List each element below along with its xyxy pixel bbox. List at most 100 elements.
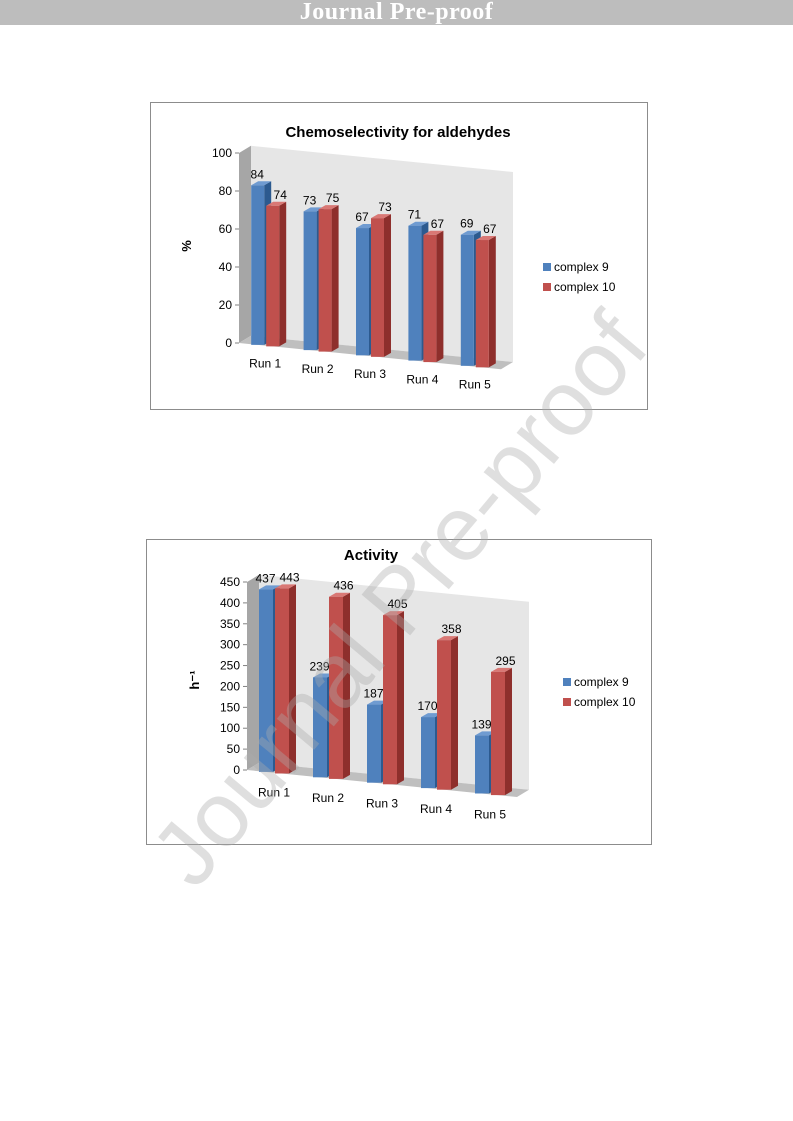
y-axis-label: %: [179, 240, 194, 252]
data-label: 73: [303, 193, 317, 207]
bar-complex-10-Run-5: [491, 667, 512, 796]
x-tick-label: Run 1: [258, 786, 290, 800]
x-tick-label: Run 3: [366, 797, 398, 811]
x-tick-label: Run 2: [302, 362, 334, 376]
bar-front: [408, 225, 422, 361]
bar-complex-10-Run-3: [383, 611, 404, 785]
bar-top: [460, 230, 481, 235]
legend-swatch: [543, 283, 551, 291]
legend-entry: complex 10: [554, 280, 616, 294]
y-tick-label: 250: [220, 659, 240, 673]
y-tick-label: 60: [219, 222, 233, 236]
x-tick-label: Run 5: [459, 378, 491, 392]
y-tick-label: 100: [212, 146, 232, 160]
bar-side: [488, 236, 496, 368]
y-tick-label: 300: [220, 638, 240, 652]
legend-swatch: [563, 698, 571, 706]
bar-front: [303, 211, 317, 351]
x-tick-label: Run 5: [474, 807, 506, 821]
bar-front: [383, 615, 397, 785]
bar-top: [329, 592, 350, 597]
data-label: 443: [279, 570, 299, 584]
bar-complex-10-Run-4: [423, 230, 444, 363]
data-label: 405: [387, 597, 407, 611]
y-tick-label: 0: [233, 763, 240, 777]
bar-top: [475, 731, 496, 736]
chart-title: Activity: [344, 547, 399, 564]
activity-chart-svg: Activity 0 50 100 150 200 250 300 350 400 450 h⁻¹ 43…: [187, 547, 636, 821]
legend-swatch: [543, 263, 551, 271]
bar-front: [318, 209, 332, 352]
data-label: 67: [483, 222, 497, 236]
bar-side: [436, 230, 444, 363]
chemoselectivity-chart-svg: Chemoselectivity for aldehydes 0 20 40 60 80 1…: [179, 124, 616, 392]
bar-front: [460, 234, 474, 366]
bar-top: [421, 713, 442, 718]
bar-side: [397, 611, 404, 785]
bar-top: [313, 673, 334, 678]
bar-side: [505, 667, 512, 796]
bar-side: [331, 205, 339, 352]
x-tick-label: Run 4: [420, 802, 452, 816]
bar-side: [343, 592, 350, 779]
bar-front: [313, 677, 327, 778]
chemoselectivity-chart: Chemoselectivity for aldehydes 0 20 40 60 80 1…: [150, 102, 648, 410]
x-tick-label: Run 3: [354, 367, 386, 381]
data-label: 139: [471, 717, 491, 731]
bar-top: [303, 207, 324, 212]
data-label: 84: [251, 167, 265, 181]
side-wall: [247, 574, 259, 770]
bar-top: [367, 700, 388, 705]
side-wall: [239, 145, 251, 343]
bar-front: [275, 588, 289, 774]
activity-chart: Activity 0 50 100 150 200 250 300 350 400 450 h⁻¹ 43…: [146, 539, 652, 845]
data-label: 67: [355, 210, 369, 224]
y-tick-label: 80: [219, 184, 233, 198]
x-tick-label: Run 1: [249, 357, 281, 371]
bar-top: [383, 611, 404, 616]
data-label: 239: [309, 659, 329, 673]
bar-front: [475, 735, 489, 794]
bar-front: [423, 234, 437, 363]
chart-title: Chemoselectivity for aldehydes: [285, 124, 510, 141]
data-label: 67: [431, 217, 445, 231]
data-label: 436: [333, 579, 353, 593]
data-label: 437: [255, 571, 275, 585]
bar-front: [491, 671, 505, 796]
bar-top: [318, 205, 339, 210]
legend-swatch: [563, 678, 571, 686]
bar-side: [279, 201, 287, 347]
bar-side: [451, 636, 458, 790]
data-label: 187: [363, 687, 383, 701]
data-label: 74: [274, 188, 288, 202]
bar-complex-10-Run-4: [437, 636, 458, 790]
bar-top: [275, 584, 296, 589]
bar-front: [329, 596, 343, 779]
bar-front: [421, 717, 435, 789]
bar-top: [491, 667, 512, 672]
x-tick-label: Run 2: [312, 791, 344, 805]
bar-complex-10-Run-1: [275, 584, 296, 774]
data-label: 75: [326, 191, 340, 205]
y-tick-label: 100: [220, 721, 240, 735]
bar-front: [266, 205, 280, 347]
bar-top: [408, 221, 429, 226]
y-tick-label: 200: [220, 679, 240, 693]
bar-complex-10-Run-3: [371, 214, 391, 357]
bar-side: [384, 214, 391, 357]
y-tick-label: 40: [219, 260, 233, 274]
data-label: 295: [495, 654, 515, 668]
legend-entry: complex 9: [574, 675, 629, 689]
bar-side: [289, 584, 296, 774]
y-tick-label: 150: [220, 700, 240, 714]
journal-banner: Journal Pre-proof: [0, 0, 793, 25]
data-label: 69: [460, 217, 474, 231]
y-tick-label: 20: [219, 298, 233, 312]
bar-front: [259, 589, 273, 772]
bar-complex-10-Run-2: [329, 592, 350, 779]
y-tick-label: 0: [225, 336, 232, 350]
bar-top: [437, 636, 458, 641]
y-tick-label: 450: [220, 575, 240, 589]
bar-top: [266, 201, 287, 206]
bar-top: [371, 214, 391, 219]
